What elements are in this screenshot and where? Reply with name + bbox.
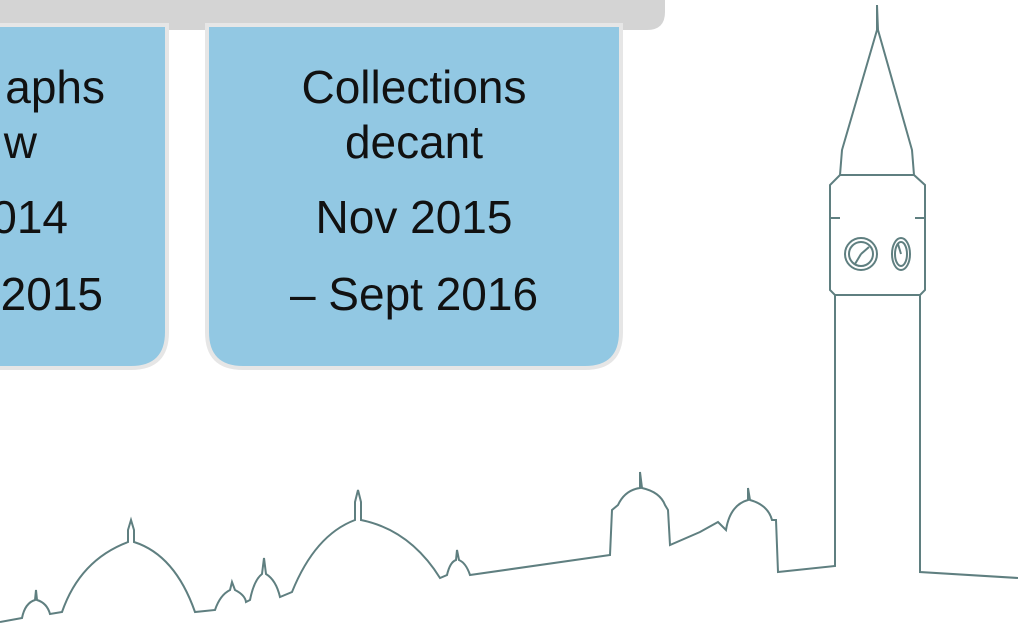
card-text: Collections [302, 61, 527, 113]
card-text: w [3, 116, 38, 168]
card-text: 014 [0, 191, 68, 243]
card-text: – Sept 2016 [290, 268, 538, 320]
slide-canvas: aphsw 014 2015 Collectionsdecant Nov 2015 – S… [0, 0, 1018, 627]
card-text: Nov 2015 [316, 191, 513, 243]
card-text: 2015 [1, 268, 103, 320]
card-text: decant [345, 116, 483, 168]
card-text: aphs [5, 61, 105, 113]
slide: aphsw 014 2015 Collectionsdecant Nov 2015 – S… [0, 0, 1018, 627]
